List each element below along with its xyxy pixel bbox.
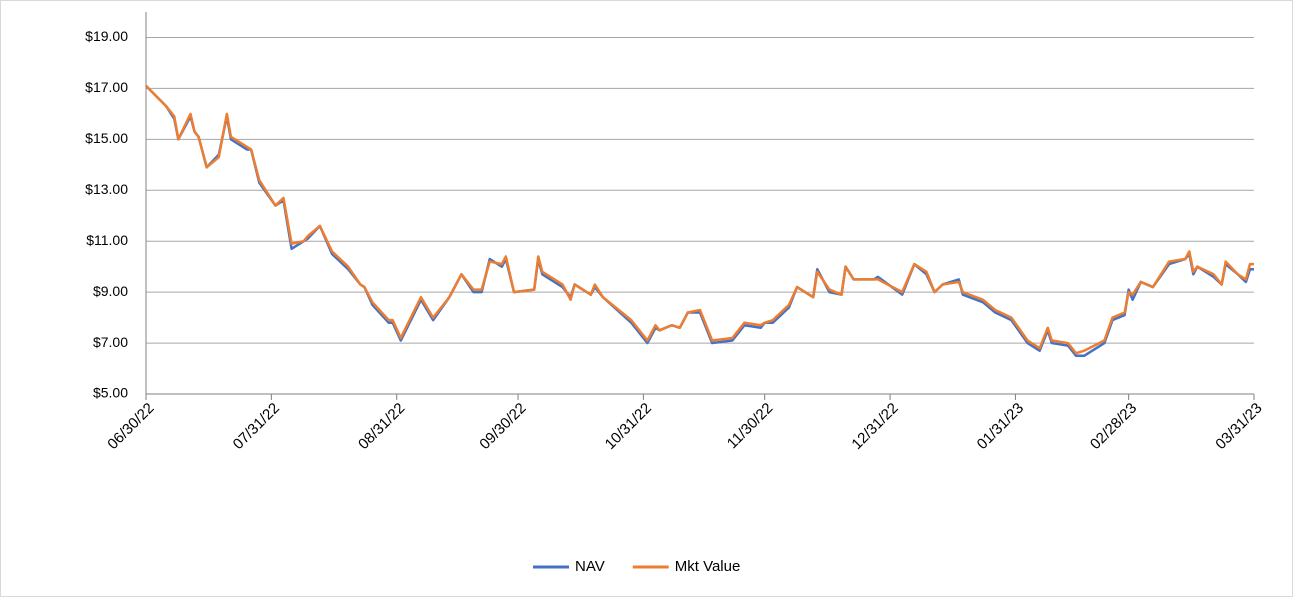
series-line: [145, 84, 1254, 355]
legend-label: NAV: [575, 558, 605, 575]
y-tick-label: $13.00: [85, 181, 128, 197]
y-tick-label: $19.00: [85, 28, 128, 44]
legend-label: Mkt Value: [675, 558, 741, 575]
y-tick-label: $11.00: [86, 232, 128, 248]
y-tick-label: $7.00: [93, 334, 128, 350]
y-tick-label: $9.00: [93, 283, 128, 299]
y-tick-label: $5.00: [93, 385, 128, 401]
y-tick-label: $15.00: [85, 130, 128, 146]
y-tick-label: $17.00: [85, 79, 128, 95]
